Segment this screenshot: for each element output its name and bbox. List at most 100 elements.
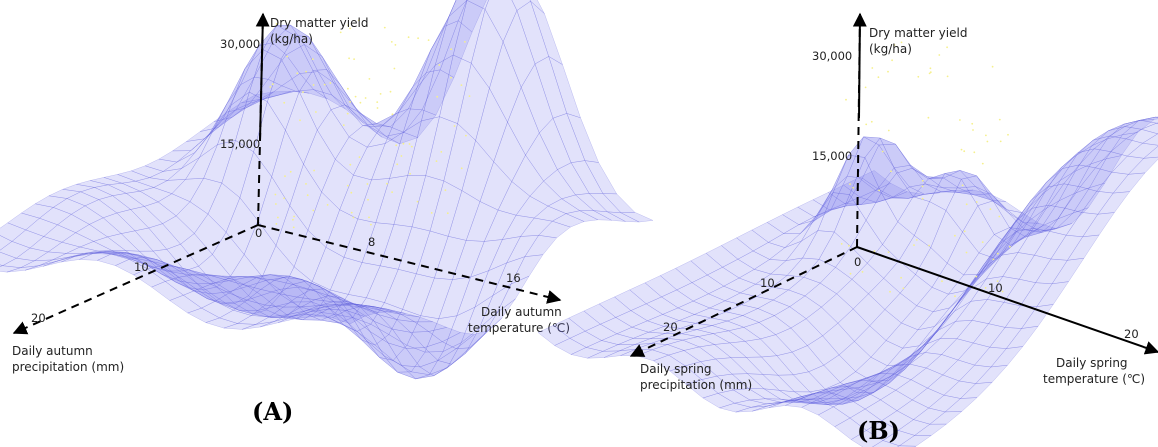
surface-cell xyxy=(1014,182,1047,224)
observation-point xyxy=(350,191,353,194)
surface-cell xyxy=(860,188,894,205)
surface-cell xyxy=(1026,200,1060,235)
observation-point xyxy=(465,134,467,137)
surface-cell xyxy=(915,247,948,288)
surface-cell xyxy=(1077,135,1110,154)
observation-point xyxy=(845,98,847,101)
surface-cell xyxy=(224,300,259,311)
surface-cell xyxy=(731,373,765,390)
surface-cell xyxy=(538,220,571,239)
surface-cell xyxy=(327,304,360,311)
surface-cell xyxy=(275,205,309,268)
surface-cell xyxy=(88,251,121,254)
observation-point xyxy=(902,287,905,290)
surface-cell xyxy=(299,71,333,96)
surface-cell xyxy=(735,405,768,413)
surface-cell xyxy=(1081,190,1114,215)
surface-cell xyxy=(941,338,974,361)
surface-cell xyxy=(421,54,454,122)
observation-point xyxy=(861,271,864,273)
surface-cell xyxy=(669,365,703,385)
surface-cell xyxy=(859,375,892,398)
surface-cell xyxy=(588,193,622,214)
surface-cell xyxy=(320,314,354,324)
surface-cell xyxy=(384,87,418,145)
surface-cell xyxy=(616,326,650,339)
surface-cell xyxy=(955,299,988,322)
surface-cell xyxy=(409,331,443,348)
surface-cell xyxy=(296,289,330,300)
surface-cell xyxy=(165,270,199,285)
observation-point xyxy=(364,97,367,99)
surface-cell xyxy=(1111,155,1145,175)
surface-cell xyxy=(827,396,860,405)
surface-cell xyxy=(831,386,865,399)
surface-cell xyxy=(507,86,540,156)
surface-cell xyxy=(321,158,354,211)
observation-point xyxy=(346,112,349,115)
surface-cell xyxy=(781,206,815,225)
surface-cell xyxy=(79,253,112,261)
surface-cell xyxy=(1057,187,1091,220)
observation-point xyxy=(292,218,294,221)
surface-cell xyxy=(265,277,299,290)
surface-cell xyxy=(203,140,236,184)
surface-cell xyxy=(912,173,946,202)
observation-point xyxy=(346,184,349,187)
surface-cell xyxy=(447,328,480,368)
surface-cell xyxy=(829,203,862,211)
surface-cell xyxy=(324,288,357,311)
surface-cell xyxy=(170,270,204,291)
surface-cell xyxy=(371,124,405,137)
surface-cell xyxy=(397,226,431,275)
observation-point xyxy=(347,24,349,27)
surface-cell xyxy=(934,292,967,327)
surface-cell xyxy=(243,220,277,278)
surface-cell xyxy=(924,189,957,195)
surface-cell xyxy=(408,69,441,111)
surface-cell xyxy=(723,277,757,294)
surface-cell xyxy=(157,267,190,288)
surface-cell xyxy=(854,325,887,358)
surface-cell xyxy=(833,398,866,419)
surface-cell xyxy=(469,318,502,348)
observation-point xyxy=(852,186,854,189)
surface-cell xyxy=(347,262,381,299)
panel-a-x-label-2: temperature (℃) xyxy=(468,321,570,335)
surface-cell xyxy=(939,320,973,339)
surface-cell xyxy=(960,175,994,206)
observation-point xyxy=(963,150,966,153)
surface-cell xyxy=(798,210,831,225)
surface-cell xyxy=(1006,209,1040,224)
surface-cell xyxy=(851,262,885,295)
surface-cell xyxy=(699,358,733,377)
surface-cell xyxy=(439,20,473,78)
surface-cell xyxy=(148,223,182,250)
surface-cell xyxy=(489,41,522,123)
surface-cell xyxy=(253,101,286,178)
surface-cell xyxy=(234,295,268,315)
surface-cell xyxy=(364,306,397,320)
surface-cell xyxy=(771,275,805,291)
surface-cell xyxy=(941,189,974,193)
surface-cell xyxy=(162,215,195,245)
surface-cell xyxy=(668,350,702,367)
surface-cell xyxy=(921,308,954,351)
surface-cell xyxy=(942,187,975,196)
surface-cell xyxy=(1107,120,1140,140)
surface-cell xyxy=(394,72,427,115)
surface-cell xyxy=(742,308,776,323)
surface-cell xyxy=(834,194,867,247)
observation-point xyxy=(347,87,349,90)
surface-cell xyxy=(66,191,100,207)
surface-cell xyxy=(630,303,664,322)
surface-cell xyxy=(757,299,791,316)
surface-cell xyxy=(967,243,1000,291)
surface-cell xyxy=(1048,183,1081,209)
observation-point xyxy=(274,193,277,196)
panel-b-letter: (B) xyxy=(857,416,900,445)
surface-cell xyxy=(816,155,849,216)
observation-point xyxy=(946,75,949,78)
surface-cell xyxy=(767,233,801,248)
surface-cell xyxy=(768,398,801,409)
